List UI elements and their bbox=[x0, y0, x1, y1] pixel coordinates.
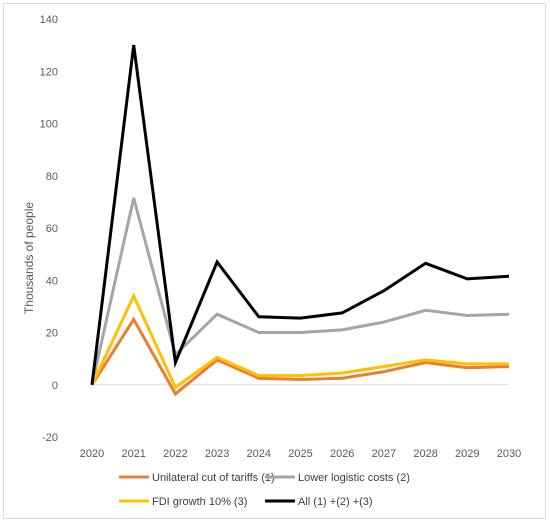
y-tick-label: 120 bbox=[40, 66, 58, 78]
y-tick-label: 40 bbox=[46, 275, 58, 287]
x-tick-label: 2023 bbox=[205, 448, 229, 460]
x-tick-label: 2028 bbox=[413, 448, 437, 460]
y-axis-title: Thousands of people bbox=[22, 202, 36, 314]
series-line-1 bbox=[90, 316, 510, 397]
legend-label: Unilateral cut of tariffs (1) bbox=[152, 472, 275, 484]
x-tick-label: 2024 bbox=[247, 448, 271, 460]
legend-label: All (1) +(2) +(3) bbox=[298, 496, 373, 508]
x-tick-label: 2027 bbox=[372, 448, 396, 460]
x-tick-label: 2030 bbox=[497, 448, 521, 460]
legend-label: Lower logistic costs (2) bbox=[298, 472, 410, 484]
x-tick-label: 2026 bbox=[330, 448, 354, 460]
series-line-3 bbox=[90, 292, 509, 390]
x-tick-label: 2021 bbox=[121, 448, 145, 460]
chart-frame bbox=[3, 3, 546, 519]
y-tick-label: 80 bbox=[46, 171, 58, 183]
y-tick-label: 140 bbox=[40, 14, 58, 26]
x-tick-label: 2029 bbox=[455, 448, 479, 460]
y-tick-label: 100 bbox=[40, 119, 58, 131]
y-tick-label: 0 bbox=[52, 380, 58, 392]
series-lines bbox=[90, 44, 510, 397]
y-tick-label: -20 bbox=[42, 432, 58, 444]
legend: Unilateral cut of tariffs (1) Lower logis… bbox=[119, 472, 410, 508]
series-line-4 bbox=[90, 44, 510, 385]
y-tick-label: 20 bbox=[46, 328, 58, 340]
y-axis-ticks: -20 0 20 40 60 80 100 120 140 bbox=[40, 14, 58, 444]
legend-label: FDI growth 10% (3) bbox=[152, 496, 247, 508]
series-line-2 bbox=[90, 197, 510, 386]
x-tick-label: 2022 bbox=[163, 448, 187, 460]
x-axis-ticks: 2020 2021 2022 2023 2024 2025 2026 2027 2028 2029… bbox=[80, 448, 521, 460]
x-tick-label: 2020 bbox=[80, 448, 104, 460]
x-tick-label: 2025 bbox=[288, 448, 312, 460]
y-tick-label: 60 bbox=[46, 223, 58, 235]
